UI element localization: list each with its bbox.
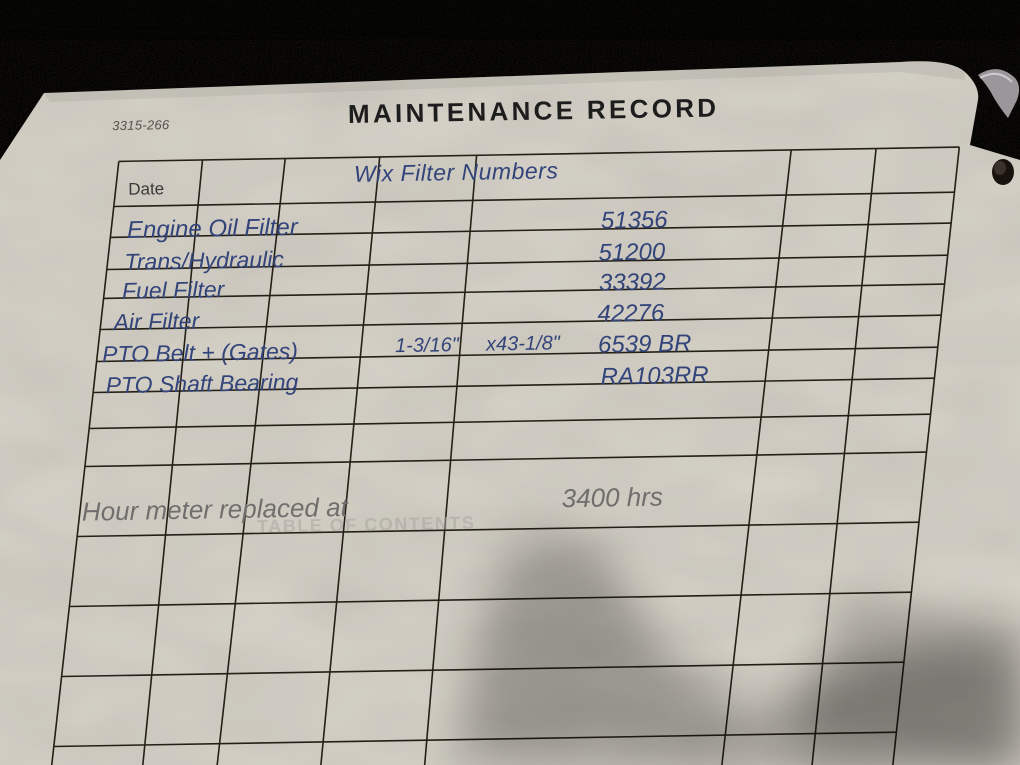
svg-text:Air Filter: Air Filter [111,308,200,336]
svg-text:Wix Filter Numbers: Wix Filter Numbers [354,157,559,187]
svg-text:RA103RR: RA103RR [600,362,709,391]
svg-text:1-3/16": 1-3/16" [395,334,460,357]
svg-text:3400 hrs: 3400 hrs [561,482,663,514]
svg-text:TABLE OF CONTENTS: TABLE OF CONTENTS [257,513,475,537]
svg-text:51356: 51356 [601,206,669,234]
svg-text:Trans/Hydraulic: Trans/Hydraulic [124,246,284,275]
svg-text:51200: 51200 [598,238,666,266]
svg-text:x43-1/8": x43-1/8" [485,332,561,355]
svg-text:Fuel Filter: Fuel Filter [122,276,226,304]
svg-text:PTO Belt + (Gates): PTO Belt + (Gates) [102,338,298,367]
svg-text:Engine Oil Filter: Engine Oil Filter [127,214,299,244]
svg-text:3315-266: 3315-266 [112,117,170,133]
svg-text:6539 BR: 6539 BR [598,330,692,359]
svg-text:42276: 42276 [597,299,665,327]
svg-text:PTO Shaft Bearing: PTO Shaft Bearing [105,369,298,398]
svg-text:33392: 33392 [599,268,666,296]
svg-text:Date: Date [128,179,164,199]
